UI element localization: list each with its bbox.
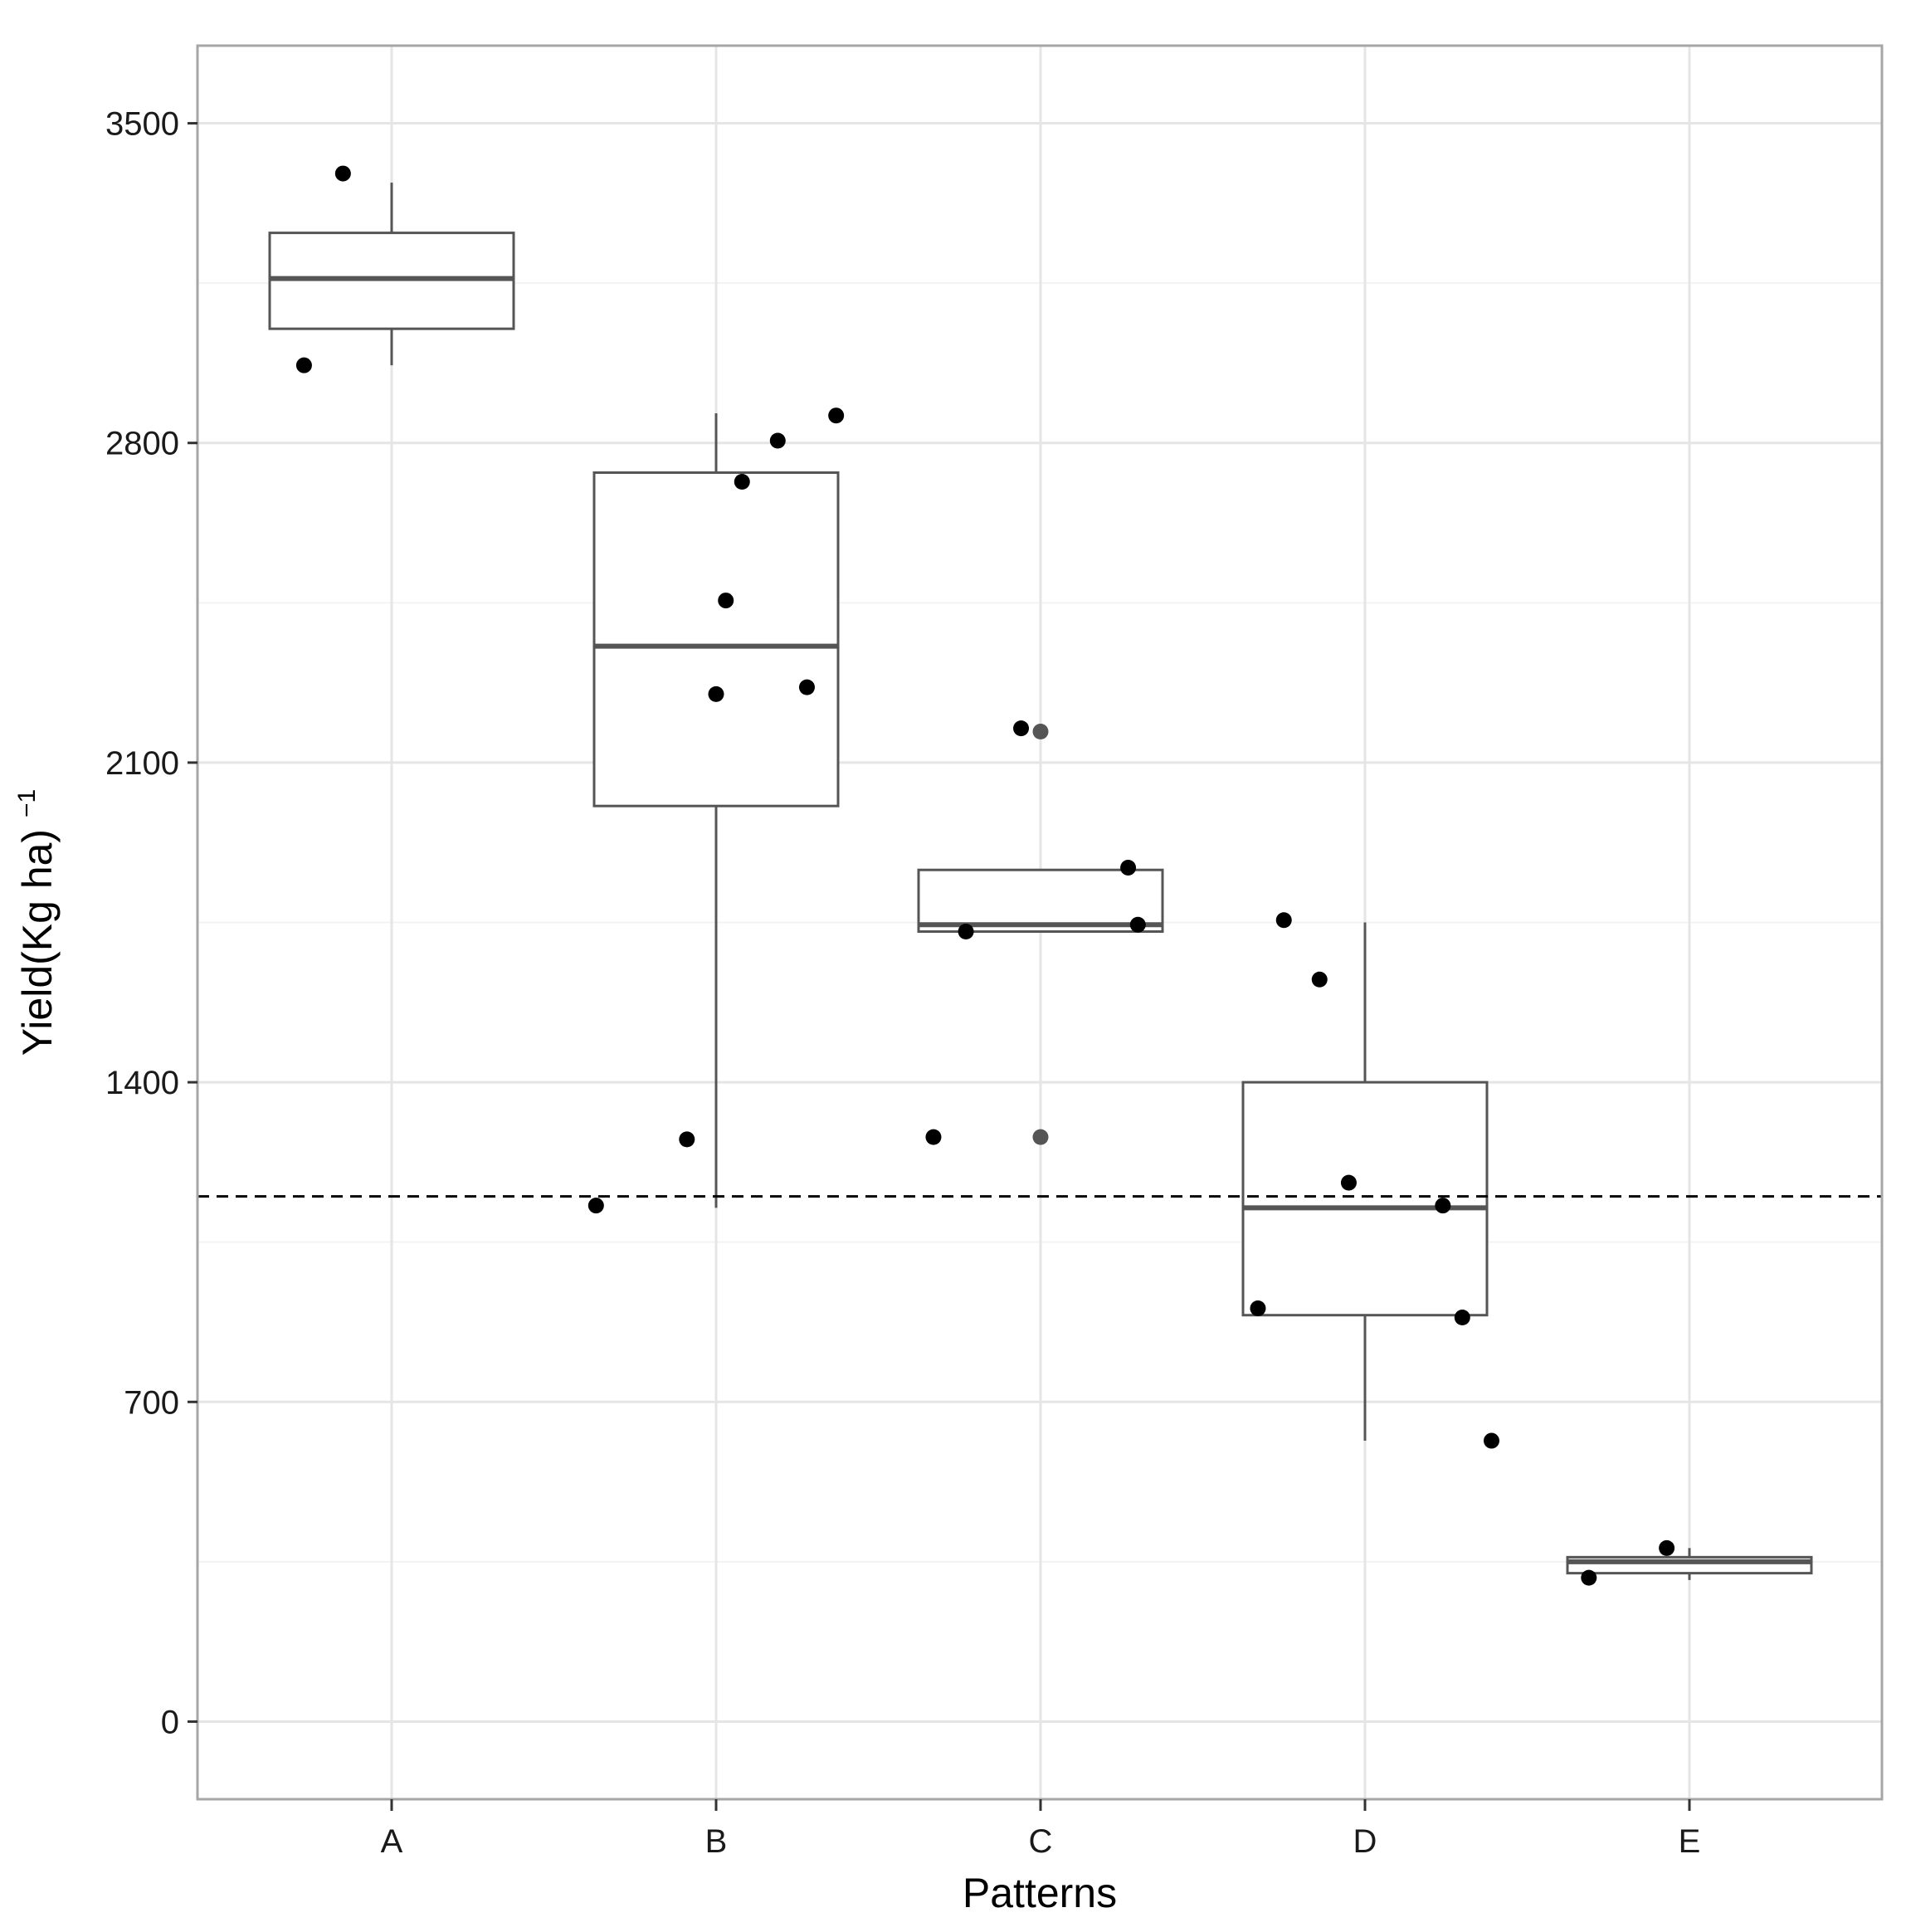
data-point-b — [718, 593, 734, 609]
data-point-d — [1340, 1174, 1357, 1191]
data-point-c — [1013, 720, 1030, 737]
data-point-c — [925, 1129, 942, 1145]
box-e — [1566, 1548, 1813, 1580]
data-point-b — [769, 432, 786, 449]
data-point-b — [798, 679, 815, 695]
data-point-b — [734, 473, 750, 490]
y-axis-title-superscript: −1 — [13, 789, 41, 817]
y-axis-title-main: Yield(Kg ha) — [14, 829, 61, 1056]
data-point-b — [587, 1198, 604, 1214]
box-body — [592, 471, 840, 807]
x-tick-label: D — [1353, 1823, 1377, 1860]
data-point-c — [1032, 723, 1049, 739]
x-tick-label: C — [1029, 1823, 1053, 1860]
y-tick-label: 2800 — [105, 426, 179, 462]
data-point-d — [1311, 971, 1328, 988]
data-point-c — [1032, 1129, 1049, 1145]
data-point-e — [1581, 1569, 1597, 1586]
data-point-b — [828, 407, 845, 424]
data-point-c — [958, 924, 974, 940]
data-point-b — [708, 685, 724, 702]
box-body — [917, 868, 1164, 934]
data-point-d — [1483, 1432, 1499, 1449]
data-point-d — [1454, 1309, 1470, 1325]
y-tick-label: 3500 — [105, 106, 179, 143]
boxplot-boxes — [268, 183, 1813, 1580]
data-point-d — [1275, 912, 1292, 929]
x-tick-label: B — [705, 1823, 728, 1860]
data-point-d — [1435, 1198, 1451, 1214]
box-a — [268, 183, 515, 366]
data-point-e — [1659, 1539, 1675, 1556]
y-axis-ticks: 0 700 1400 2100 2800 3500 — [105, 106, 197, 1740]
y-tick-label: 700 — [124, 1384, 179, 1421]
box-b — [592, 412, 840, 1208]
y-axis-title: Yield(Kg ha) −1 — [13, 789, 61, 1056]
data-point-a — [295, 357, 312, 373]
data-point-c — [1120, 859, 1137, 876]
data-point-a — [334, 165, 351, 182]
x-tick-label: E — [1679, 1823, 1701, 1860]
x-axis-title: Patterns — [963, 1870, 1117, 1916]
y-tick-label: 1400 — [105, 1065, 179, 1101]
data-point-c — [1129, 916, 1146, 933]
data-point-b — [679, 1131, 695, 1148]
data-point-d — [1250, 1300, 1266, 1316]
jitter-points — [295, 165, 1675, 1586]
y-tick-label: 0 — [161, 1704, 179, 1740]
x-axis-ticks: A B C D E — [381, 1799, 1701, 1860]
box-body — [1241, 1081, 1489, 1317]
y-tick-label: 2100 — [105, 745, 179, 782]
x-tick-label: A — [381, 1823, 403, 1860]
box-c — [917, 868, 1164, 934]
